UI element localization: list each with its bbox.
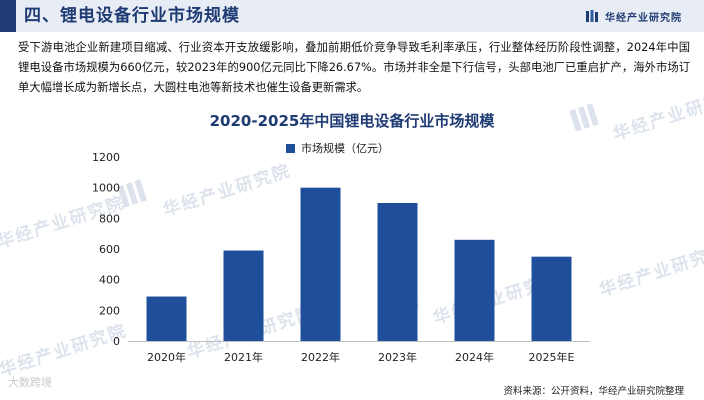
legend-label: 市场规模（亿元） xyxy=(301,142,389,155)
y-tick-label: 0 xyxy=(113,335,120,348)
bar xyxy=(454,239,495,341)
legend-swatch xyxy=(286,143,295,153)
chart-title: 2020-2025年中国锂电设备行业市场规模 xyxy=(209,112,495,130)
chart-legend: 市场规模（亿元） xyxy=(286,140,389,156)
brand-logo-icon xyxy=(586,10,598,22)
x-tick-label: 2021年 xyxy=(224,350,263,364)
x-tick-label: 2023年 xyxy=(378,350,417,364)
x-tick-label: 2022年 xyxy=(301,350,340,364)
x-tick-label: 2025年E xyxy=(529,350,575,364)
brand-name: 华经产业研究院 xyxy=(605,12,682,24)
y-tick-label: 600 xyxy=(99,243,120,256)
bar xyxy=(531,256,572,341)
corner-watermark: 大数跨境 xyxy=(8,376,52,389)
header-accent-bar xyxy=(0,0,16,32)
section-header: 四、锂电设备行业市场规模 华经产业研究院 xyxy=(0,0,704,32)
bar xyxy=(146,296,187,341)
bar xyxy=(300,187,341,341)
x-tick-label: 2024年 xyxy=(455,350,494,364)
section-title: 四、锂电设备行业市场规模 xyxy=(24,6,240,26)
y-tick-label: 1200 xyxy=(92,151,120,164)
y-tick-label: 200 xyxy=(99,304,120,317)
intro-paragraph: 受下游电池企业新建项目缩减、行业资本开支放缓影响，叠加前期低价竞争导致毛利率承压… xyxy=(18,41,690,94)
y-tick-label: 800 xyxy=(99,212,120,225)
y-tick-label: 1000 xyxy=(92,182,120,195)
bar xyxy=(223,250,264,341)
source-note: 资料来源：公开资料，华经产业研究院整理 xyxy=(503,386,684,397)
brand: 华经产业研究院 xyxy=(585,9,682,24)
bar xyxy=(377,203,418,341)
y-tick-label: 400 xyxy=(99,274,120,287)
x-tick-label: 2020年 xyxy=(147,350,186,364)
